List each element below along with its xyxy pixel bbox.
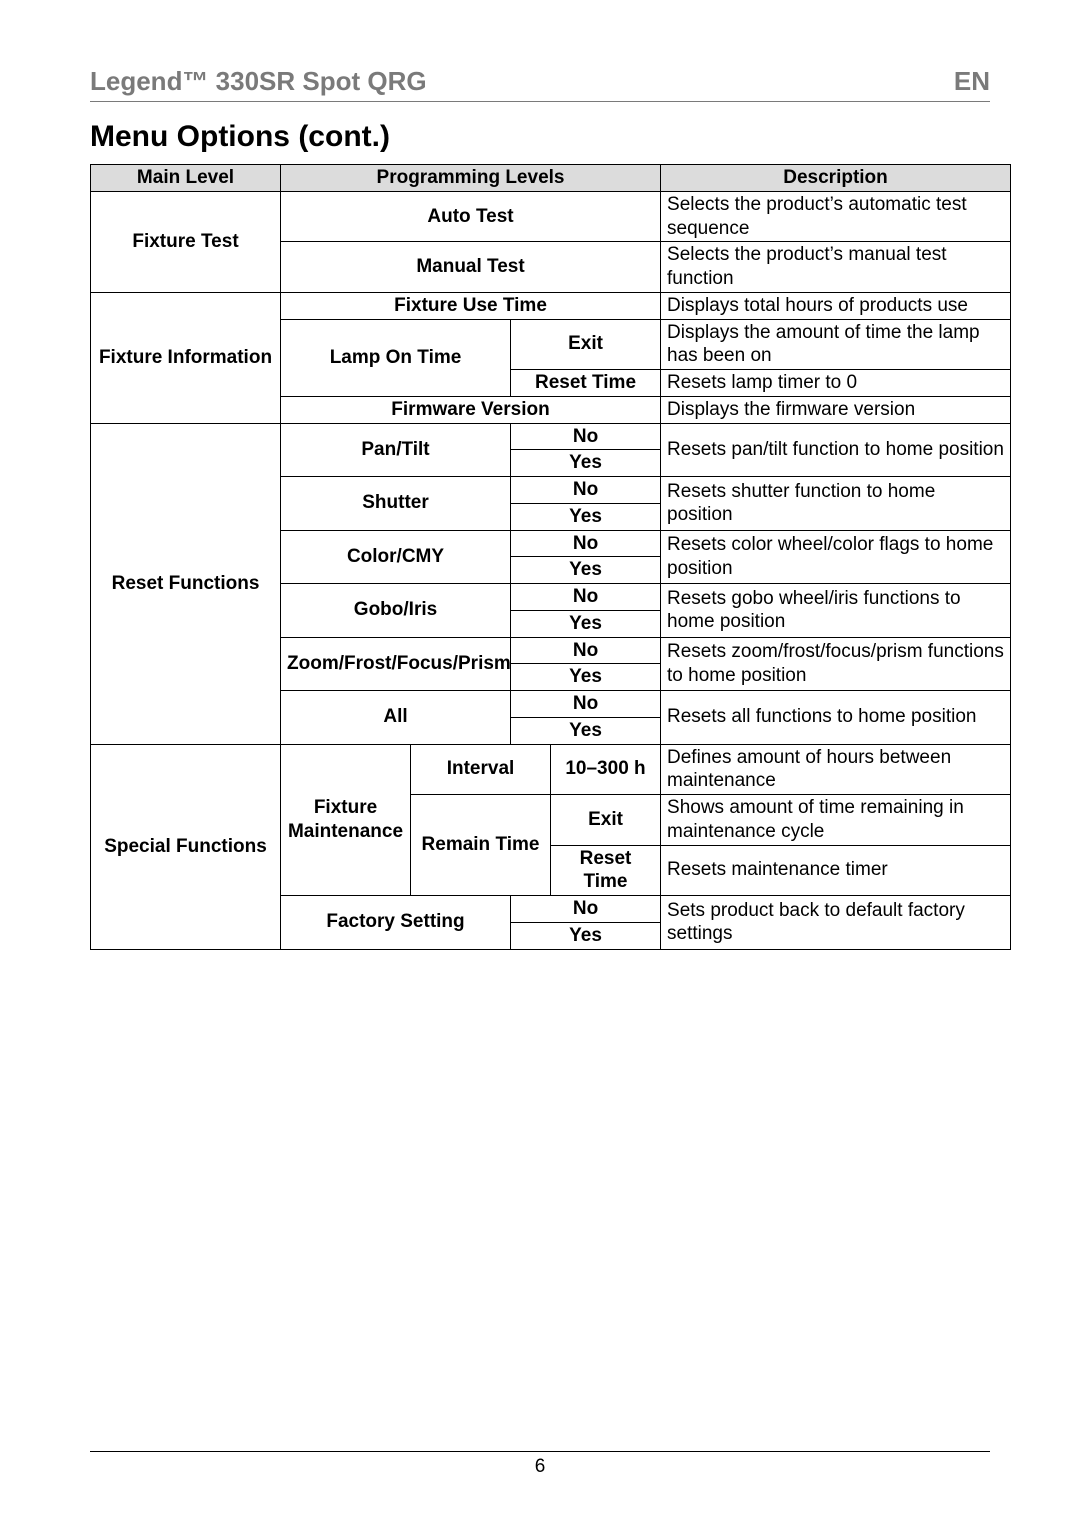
cell-prog: All — [281, 691, 511, 745]
cell-main: Fixture Test — [91, 191, 281, 292]
cell-opt: No — [511, 637, 661, 664]
cell-desc: Resets zoom/frost/focus/prism functions … — [661, 637, 1011, 691]
doc-title: Legend™ 330SR Spot QRG — [90, 66, 427, 97]
cell-prog: Fixture Maintenance — [281, 744, 411, 896]
cell-desc: Resets all functions to home position — [661, 691, 1011, 745]
cell-desc: Resets pan/tilt function to home positio… — [661, 423, 1011, 477]
cell-prog: Reset Time — [511, 370, 661, 397]
th-desc: Description — [661, 165, 1011, 192]
cell-opt: No — [511, 896, 661, 923]
cell-opt: Yes — [511, 664, 661, 691]
page-header: Legend™ 330SR Spot QRG EN — [90, 66, 990, 102]
cell-opt: No — [511, 584, 661, 611]
cell-prog: Firmware Version — [281, 396, 661, 423]
cell-prog: Manual Test — [281, 242, 661, 293]
table-header-row: Main Level Programming Levels Descriptio… — [91, 165, 1011, 192]
cell-main: Special Functions — [91, 744, 281, 949]
page-number: 6 — [535, 1456, 546, 1477]
cell-desc: Sets product back to default factory set… — [661, 896, 1011, 950]
cell-desc: Resets shutter function to home position — [661, 477, 1011, 531]
cell-opt: Yes — [511, 922, 661, 949]
cell-opt: Yes — [511, 450, 661, 477]
cell-prog: Lamp On Time — [281, 319, 511, 396]
cell-desc: Shows amount of time remaining in mainte… — [661, 795, 1011, 846]
cell-opt: Yes — [511, 557, 661, 584]
cell-prog: Shutter — [281, 477, 511, 531]
cell-opt: No — [511, 423, 661, 450]
cell-opt: 10–300 h — [551, 744, 661, 795]
th-prog: Programming Levels — [281, 165, 661, 192]
cell-desc: Displays total hours of products use — [661, 292, 1011, 319]
cell-main: Fixture Information — [91, 292, 281, 423]
table-row: Special Functions Fixture Maintenance In… — [91, 744, 1011, 795]
doc-lang: EN — [954, 66, 990, 97]
table-row: Reset Functions Pan/Tilt No Resets pan/t… — [91, 423, 1011, 450]
cell-prog: Remain Time — [411, 795, 551, 896]
th-main: Main Level — [91, 165, 281, 192]
section-title: Menu Options (cont.) — [90, 120, 990, 154]
cell-prog: Pan/Tilt — [281, 423, 511, 477]
cell-desc: Selects the product’s manual test functi… — [661, 242, 1011, 293]
cell-desc: Resets gobo wheel/iris functions to home… — [661, 584, 1011, 638]
cell-desc: Displays the firmware version — [661, 396, 1011, 423]
cell-desc: Selects the product’s automatic test seq… — [661, 191, 1011, 242]
cell-desc: Resets color wheel/color flags to home p… — [661, 530, 1011, 584]
cell-desc: Defines amount of hours between maintena… — [661, 744, 1011, 795]
cell-desc: Displays the amount of time the lamp has… — [661, 319, 1011, 370]
page-footer: 6 — [90, 1451, 990, 1478]
cell-prog: Auto Test — [281, 191, 661, 242]
cell-prog: Factory Setting — [281, 896, 511, 950]
cell-prog: Interval — [411, 744, 551, 795]
cell-opt: No — [511, 691, 661, 718]
table-row: Fixture Test Auto Test Selects the produ… — [91, 191, 1011, 242]
cell-opt: No — [511, 530, 661, 557]
menu-options-table: Main Level Programming Levels Descriptio… — [90, 164, 1011, 950]
cell-main: Reset Functions — [91, 423, 281, 744]
cell-prog: Fixture Use Time — [281, 292, 661, 319]
cell-opt: Yes — [511, 610, 661, 637]
cell-desc: Resets lamp timer to 0 — [661, 370, 1011, 397]
table-row: Fixture Information Fixture Use Time Dis… — [91, 292, 1011, 319]
cell-prog: Color/CMY — [281, 530, 511, 584]
cell-opt: Yes — [511, 717, 661, 744]
cell-opt: Exit — [551, 795, 661, 846]
cell-opt: No — [511, 477, 661, 504]
cell-desc: Resets maintenance timer — [661, 845, 1011, 896]
cell-prog: Zoom/Frost/Focus/Prism — [281, 637, 511, 691]
cell-prog: Gobo/Iris — [281, 584, 511, 638]
cell-opt: Yes — [511, 503, 661, 530]
cell-opt: Reset Time — [551, 845, 661, 896]
cell-prog: Exit — [511, 319, 661, 370]
